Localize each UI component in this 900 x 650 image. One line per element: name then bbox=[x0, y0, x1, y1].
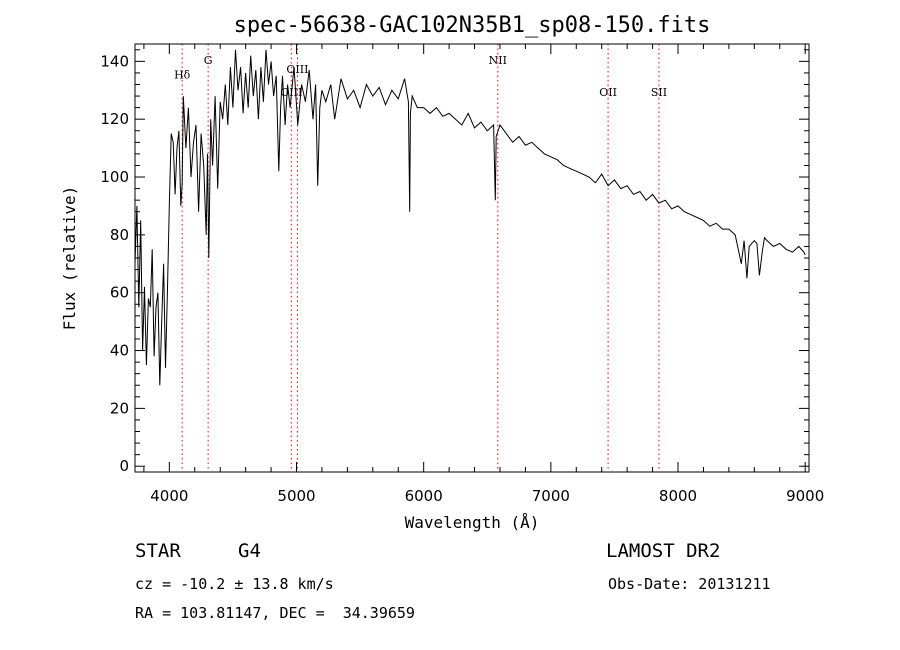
x-tick-label: 4000 bbox=[150, 487, 188, 505]
line-label: SII bbox=[651, 86, 667, 99]
survey-name: LAMOST DR2 bbox=[606, 540, 721, 562]
x-tick-label: 8000 bbox=[659, 487, 697, 505]
y-tick-label: 80 bbox=[110, 226, 129, 244]
line-label: G bbox=[204, 54, 213, 67]
spectrum-line bbox=[134, 49, 806, 386]
object-subclass: G4 bbox=[238, 540, 261, 562]
y-tick-label: 20 bbox=[110, 399, 129, 417]
plot-frame bbox=[134, 43, 810, 473]
line-label: NII bbox=[489, 54, 507, 67]
chart-title: spec-56638-GAC102N35B1_sp08-150.fits bbox=[234, 13, 711, 38]
y-axis-label: Flux (relative) bbox=[60, 186, 79, 331]
y-tick-label: 100 bbox=[100, 168, 129, 186]
x-tick-labels: 4000 5000 6000 7000 8000 9000 bbox=[150, 487, 824, 505]
line-label: Hδ bbox=[174, 69, 191, 82]
y-tick-label: 40 bbox=[110, 342, 129, 360]
x-tick-label: 7000 bbox=[532, 487, 570, 505]
line-label: OIII bbox=[286, 63, 308, 76]
velocity-text: cz = -10.2 ± 13.8 km/s bbox=[135, 575, 334, 593]
y-tick-labels: 0 20 40 60 80 100 120 140 bbox=[100, 52, 129, 475]
x-tick-label: 9000 bbox=[786, 487, 824, 505]
x-tick-label: 5000 bbox=[277, 487, 315, 505]
object-class: STAR bbox=[135, 540, 181, 562]
y-tick-label: 140 bbox=[100, 52, 129, 70]
y-tick-label: 60 bbox=[110, 284, 129, 302]
axis-ticks bbox=[135, 44, 809, 472]
coordinates-text: RA = 103.81147, DEC = 34.39659 bbox=[135, 604, 415, 622]
obs-date-text: Obs-Date: 20131211 bbox=[608, 575, 771, 593]
x-axis-label: Wavelength (Å) bbox=[405, 513, 540, 532]
y-tick-label: 120 bbox=[100, 110, 129, 128]
x-tick-label: 6000 bbox=[405, 487, 443, 505]
line-label: OII bbox=[599, 86, 617, 99]
y-tick-label: 0 bbox=[119, 457, 129, 475]
emission-line-markers bbox=[181, 44, 660, 472]
